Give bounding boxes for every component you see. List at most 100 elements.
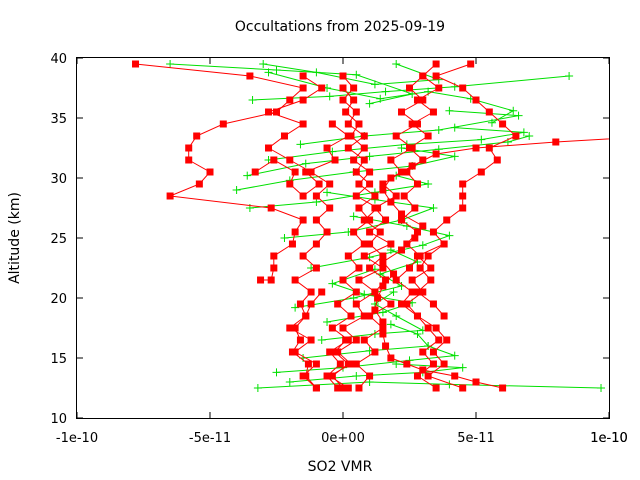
data-point xyxy=(302,312,310,320)
data-point xyxy=(166,60,175,68)
data-point xyxy=(257,276,265,284)
data-point xyxy=(365,99,374,108)
data-point xyxy=(360,252,368,260)
data-point xyxy=(355,384,363,392)
data-point xyxy=(344,252,352,260)
data-point xyxy=(350,228,358,236)
data-point xyxy=(450,351,459,360)
data-point xyxy=(406,264,413,272)
data-point xyxy=(387,240,395,248)
data-point xyxy=(451,372,459,380)
data-point xyxy=(323,228,331,236)
series-line xyxy=(135,63,305,281)
data-point xyxy=(427,264,435,272)
data-point xyxy=(413,228,421,236)
data-point xyxy=(344,384,352,392)
data-point xyxy=(392,60,401,68)
y-tick-label: 30 xyxy=(50,172,67,187)
data-point xyxy=(352,168,360,176)
data-point xyxy=(267,276,275,284)
data-point xyxy=(339,276,347,284)
data-point xyxy=(392,360,401,368)
data-point xyxy=(379,252,387,260)
data-point xyxy=(296,300,304,308)
data-point xyxy=(487,118,496,127)
data-point xyxy=(387,198,395,206)
data-point xyxy=(365,152,374,161)
data-point xyxy=(265,108,273,116)
data-point xyxy=(477,168,485,176)
data-point xyxy=(265,144,273,152)
data-point xyxy=(355,264,363,272)
data-point xyxy=(248,96,257,104)
data-point xyxy=(434,126,443,134)
data-point xyxy=(419,348,427,356)
data-point xyxy=(440,312,448,320)
data-point xyxy=(352,192,360,200)
data-point xyxy=(334,384,342,392)
data-point xyxy=(379,282,387,290)
data-point xyxy=(326,348,334,356)
data-point xyxy=(379,318,387,326)
data-point xyxy=(443,336,451,344)
data-point xyxy=(386,320,395,329)
data-point xyxy=(312,192,320,200)
series-line xyxy=(236,147,455,191)
data-point xyxy=(435,336,443,344)
data-point xyxy=(323,372,331,380)
data-point xyxy=(352,336,360,344)
data-point xyxy=(432,60,440,68)
data-point xyxy=(299,96,307,104)
x-tick-label: 5e-11 xyxy=(457,431,495,446)
data-point xyxy=(467,60,475,68)
data-point xyxy=(392,312,401,320)
y-tick-label: 35 xyxy=(50,112,67,127)
data-point xyxy=(318,288,326,296)
data-point xyxy=(509,106,518,115)
data-point xyxy=(344,120,352,128)
data-point xyxy=(355,120,363,128)
data-point xyxy=(371,306,379,314)
series-line xyxy=(328,63,437,389)
data-point xyxy=(331,156,339,164)
data-point xyxy=(514,111,523,120)
data-point xyxy=(352,108,360,116)
data-point xyxy=(246,72,254,80)
data-point xyxy=(355,276,363,284)
data-point xyxy=(424,252,432,260)
series-line xyxy=(311,215,452,269)
data-point xyxy=(355,204,363,212)
data-point xyxy=(299,84,307,92)
data-point xyxy=(366,312,374,320)
data-point xyxy=(299,120,307,128)
data-point xyxy=(432,324,440,332)
data-point xyxy=(411,204,419,212)
data-point xyxy=(552,138,560,146)
data-point xyxy=(185,144,193,152)
data-point xyxy=(166,192,174,200)
data-point xyxy=(472,96,480,104)
data-point xyxy=(408,288,416,296)
data-point xyxy=(328,324,336,332)
data-point xyxy=(323,144,331,152)
data-point xyxy=(312,384,320,392)
series-line xyxy=(321,291,425,341)
data-point xyxy=(315,180,323,188)
data-point xyxy=(400,192,408,200)
data-point xyxy=(259,60,268,68)
data-point xyxy=(350,84,358,92)
x-axis-title: SO2 VMR xyxy=(308,459,373,475)
x-tick-label: -5e-11 xyxy=(189,431,231,446)
data-point xyxy=(331,348,339,356)
data-point xyxy=(445,231,454,240)
series-line xyxy=(300,110,519,145)
data-point xyxy=(288,348,296,356)
data-point xyxy=(291,303,300,312)
data-point xyxy=(312,360,320,368)
data-point xyxy=(366,264,374,272)
data-point xyxy=(366,216,374,224)
data-point xyxy=(403,300,411,308)
data-point xyxy=(243,171,252,180)
data-point xyxy=(339,384,347,392)
y-tick-label: 15 xyxy=(50,352,67,367)
